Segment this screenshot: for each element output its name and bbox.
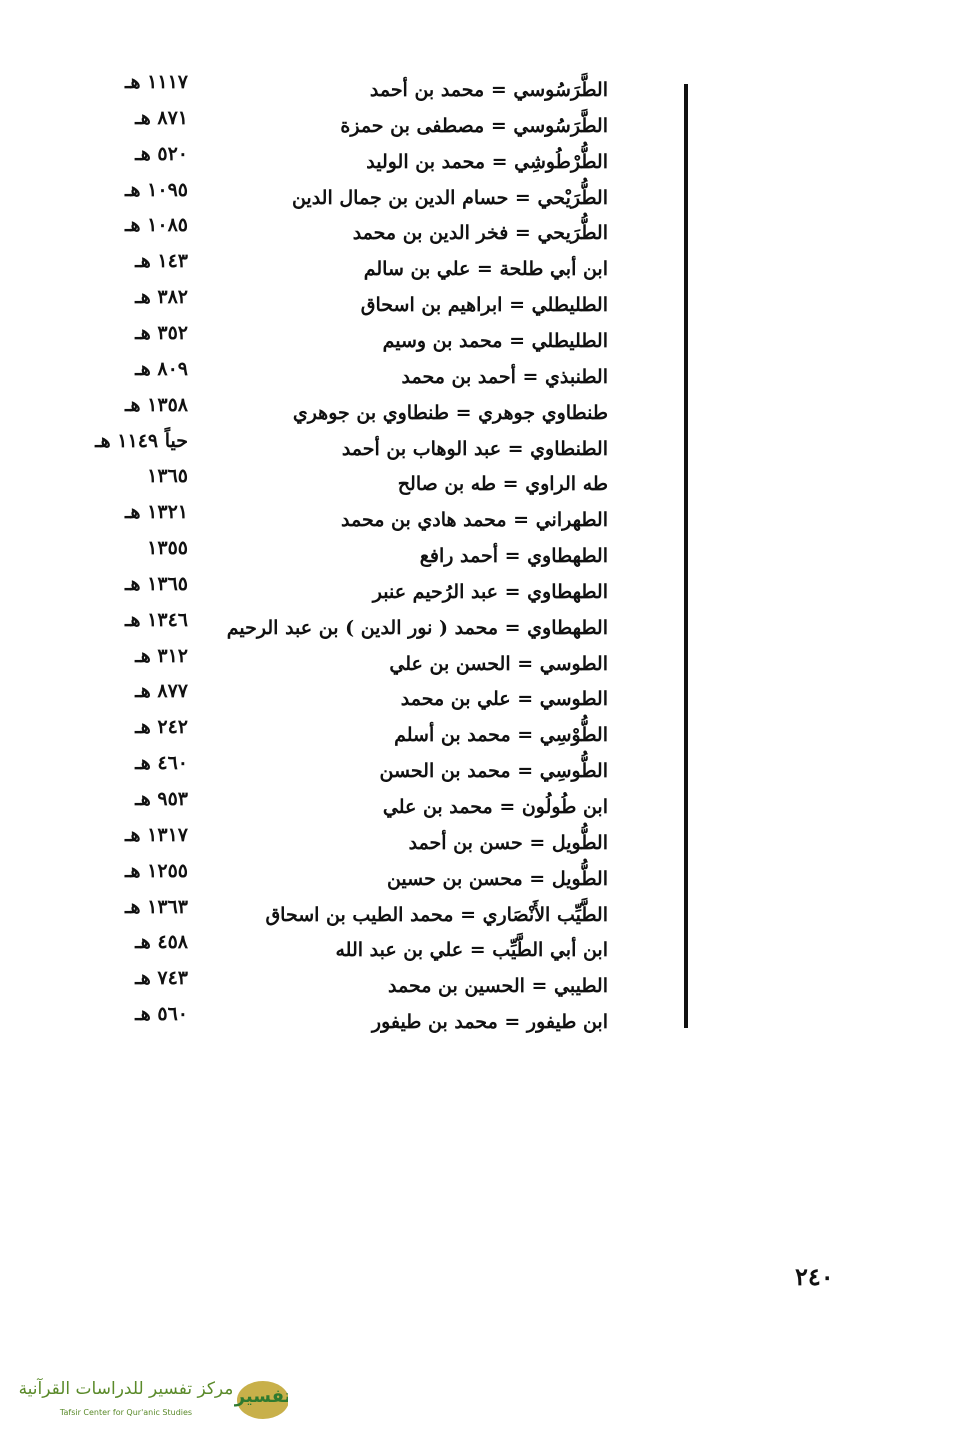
entry-name: الطُّويل = حسن بن أحمد (408, 831, 608, 854)
logo-english: Tafsir Center for Qur'anic Studies (59, 1408, 192, 1417)
entry-year: ١٣٦٣ هـ (124, 895, 188, 918)
entry-year: ٥٢٠ هـ (135, 142, 188, 165)
entry-year: ١٣١٧ هـ (124, 823, 188, 846)
entry-year: ٨٧١ هـ (135, 106, 188, 129)
entry-name: الطهطاوي = أحمد رافع (419, 545, 608, 568)
entry-name: الطُّرْطُوشِي = محمد بن الوليد (366, 150, 608, 173)
entry-name: الطُّوسِي = محمد بن الحسن (379, 760, 608, 783)
entry-year: ١٢٥٥ هـ (124, 859, 188, 882)
entry-name: الطَّرَسُوسي = مصطفى بن حمزة (340, 114, 608, 137)
entry-name: الطهطاوي = محمد ( نور الدين ) بن عبد الر… (226, 616, 608, 639)
entry-name: طه الراوي = طه بن صالح (397, 473, 608, 496)
entry-name: الطَّيِّب الأَنْصَاري = محمد الطيب بن اس… (265, 903, 608, 926)
entry-year: ١٣٤٦ هـ (124, 608, 188, 631)
entry-year: ٨٠٩ هـ (135, 357, 188, 380)
entry-year: ٥٦٠ هـ (135, 1003, 188, 1026)
entry-year: ٣٥٢ هـ (135, 321, 188, 344)
logo-mark: تفسير (234, 1386, 288, 1407)
entry-year: ٣١٢ هـ (135, 644, 188, 667)
entry-year: ١١١٧ هـ (124, 71, 188, 93)
entry-name: الطُّويل = محسن بن حسين (386, 867, 608, 890)
entry-name: الطنطاوي = عبد الوهاب بن أحمد (341, 437, 608, 460)
entry-year: ١٣٥٨ هـ (124, 393, 188, 416)
entry-name: ابن أبي الطَّيِّب = علي بن عبد الله (335, 939, 608, 962)
entry-year: ١٣٦٥ هـ (124, 572, 188, 595)
entry-year: ٩٥٣ هـ (135, 788, 188, 810)
entry-year: ١٠٨٥ هـ (124, 214, 188, 237)
entry-name: طنطاوي جوهري = طنطاوي بن جوهري (292, 401, 608, 424)
entry-name: الطُّوْسِي = محمد بن أسلم (394, 724, 608, 747)
entry-year: ١٣٦٥ (147, 465, 188, 488)
logo-arabic: مركز تفسير للدراسات القرآنية (19, 1377, 234, 1399)
entry-year: ٤٦٠ هـ (135, 752, 188, 775)
entry-name: الطليطلي = محمد بن وسيم (382, 329, 608, 352)
entry-name: الطُّرَيْحي = حسام الدين بن جمال الدين (291, 186, 608, 209)
entry-year: حياً ١١٤٩ هـ (95, 429, 188, 452)
entry-name: الطيبي = الحسين بن محمد (388, 975, 608, 998)
entry-name: الطوسي = الحسن بن علي (389, 652, 608, 675)
entry-name: ابن طُولُون = محمد بن علي (382, 796, 608, 818)
entry-name: الطنبذي = أحمد بن محمد (401, 365, 608, 388)
entry-name: ابن طيفور = محمد بن طيفور (371, 1011, 608, 1034)
entry-name: الطوسي = علي بن محمد (400, 688, 608, 711)
entry-year: ٧٤٣ هـ (135, 967, 188, 990)
entry-name: ابن أبي طلحة = علي بن سالم (363, 258, 608, 281)
entry-year: ١٣٢١ هـ (124, 501, 188, 524)
entry-year: ١٤٣ هـ (135, 250, 188, 273)
entry-name: الطليطلي = ابراهيم بن اسحاق (360, 294, 608, 317)
entry-year: ٣٨٢ هـ (135, 286, 188, 309)
entry-name: الطهراني = محمد هادي بن محمد (341, 509, 608, 532)
entry-year: ٨٧٧ هـ (135, 680, 188, 703)
entry-name: الطَّرَسُوسي = محمد بن أحمد (369, 79, 608, 101)
vertical-rule (684, 84, 688, 1028)
entry-year: ١٠٩٥ هـ (124, 178, 188, 201)
page-number: ٢٤٠ (795, 1262, 834, 1291)
entry-year: ٢٤٢ هـ (135, 716, 188, 739)
logo-globe (237, 1381, 288, 1419)
entry-year: ٤٥٨ هـ (135, 931, 188, 954)
entry-name: الطُّرَيحي = فخر الدين بن محمد (352, 222, 608, 245)
logo: تفسير مركز تفسير للدراسات القرآنية Tafsi… (19, 1377, 288, 1419)
entry-name: الطهطاوي = عبد الرُحيم عنبر (372, 580, 608, 603)
entry-year: ١٣٥٥ (147, 537, 188, 560)
